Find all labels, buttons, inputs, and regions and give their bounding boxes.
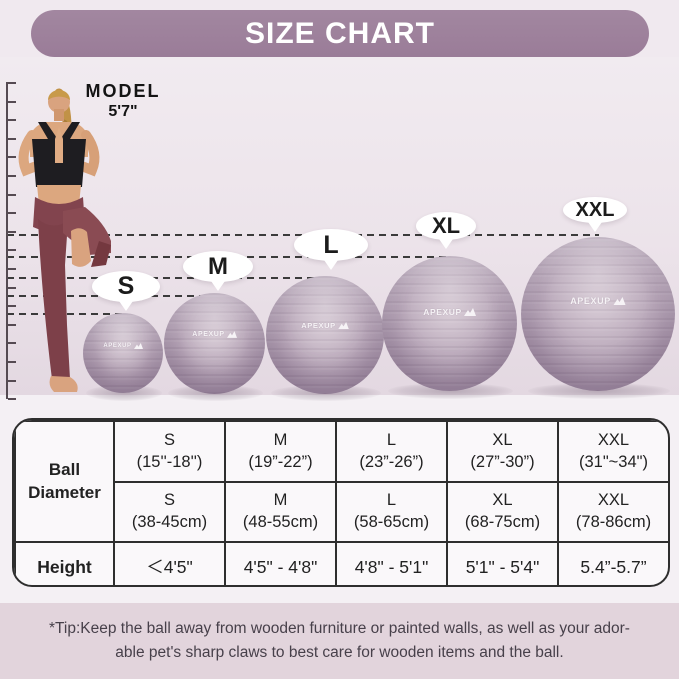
cell-diameter-cm-xxl: XXL (78-86cm) xyxy=(557,481,668,543)
brand-logo: APEXUP xyxy=(382,307,517,317)
cell-diameter-in-m: M (19”-22”) xyxy=(224,420,337,483)
size-label: XL xyxy=(431,213,461,238)
size-bubble-xl: XL xyxy=(416,212,476,249)
page-title: SIZE CHART xyxy=(245,16,435,50)
bubble-tail xyxy=(211,280,225,291)
mountain-icon xyxy=(133,343,143,350)
cell-height-xl: 5'1" - 5'4" xyxy=(446,541,559,585)
brand-name: APEXUP xyxy=(301,320,336,330)
size-label: M xyxy=(208,252,228,280)
ball-m: APEXUP xyxy=(164,293,265,394)
height-ruler xyxy=(6,82,20,401)
brand-name: APEXUP xyxy=(570,295,611,306)
row-header-ball-diameter: Ball Diameter xyxy=(14,420,115,543)
brand-logo: APEXUP xyxy=(266,321,384,330)
size-chart-banner: SIZE CHART xyxy=(31,10,649,57)
model-height-value: 5'7" xyxy=(108,103,138,120)
cell-diameter-cm-l: L (58-65cm) xyxy=(335,481,448,543)
cell-diameter-cm-xl: XL (68-75cm) xyxy=(446,481,559,543)
tip-strip: *Tip:Keep the ball away from wooden furn… xyxy=(0,603,679,679)
tip-text: *Tip:Keep the ball away from wooden furn… xyxy=(49,619,630,661)
size-table-card: Ball Diameter S (15''-18'') M (19”-22”) … xyxy=(12,418,670,587)
cell-diameter-cm-m: M (48-55cm) xyxy=(224,481,337,543)
ball-l: APEXUP xyxy=(266,276,384,394)
ball-xxl: APEXUP xyxy=(521,237,675,391)
ball-shadow xyxy=(528,383,670,399)
size-table: Ball Diameter S (15''-18'') M (19”-22”) … xyxy=(14,420,668,585)
cell-diameter-in-xxl: XXL (31"~34") xyxy=(557,420,668,483)
cell-height-m: 4'5" - 4'8" xyxy=(224,541,337,585)
ruler-rail xyxy=(6,82,8,399)
model-label-text: MODEL xyxy=(85,81,161,101)
size-bubble-l: L xyxy=(294,229,368,270)
brand-logo: APEXUP xyxy=(164,331,265,338)
model-height-label: MODEL 5'7" xyxy=(84,81,162,121)
ball-xl: APEXUP xyxy=(382,256,517,391)
cell-height-xxl: 5.4”-5.7” xyxy=(557,541,668,585)
mountain-icon xyxy=(226,331,237,339)
model-illustration xyxy=(18,88,111,392)
cell-diameter-in-xl: XL (27”-30”) xyxy=(446,420,559,483)
cell-diameter-cm-s: S (38-45cm) xyxy=(113,481,226,543)
size-bubble-xxl: XXL xyxy=(563,197,627,232)
bubble-tail xyxy=(119,300,133,311)
size-label: XXL xyxy=(575,198,615,221)
brand-name: APEXUP xyxy=(103,343,132,350)
mountain-icon xyxy=(337,321,349,329)
size-bubble-s: S xyxy=(92,271,160,311)
cell-height-s: ＜4'5" xyxy=(113,541,226,585)
brand-name: APEXUP xyxy=(192,331,225,339)
cell-diameter-in-s: S (15''-18'') xyxy=(113,420,226,483)
mountain-icon xyxy=(613,296,626,305)
brand-logo: APEXUP xyxy=(521,296,675,306)
ball-s: APEXUP xyxy=(83,313,163,393)
size-bubble-m: M xyxy=(183,251,253,291)
cell-diameter-in-l: L (23”-26”) xyxy=(335,420,448,483)
bubble-tail xyxy=(439,238,453,249)
brand-logo: APEXUP xyxy=(83,343,163,350)
ball-shadow xyxy=(388,383,513,399)
bubble-tail xyxy=(588,221,602,232)
mountain-icon xyxy=(463,308,476,317)
brand-name: APEXUP xyxy=(423,307,462,318)
row-header-height: Height xyxy=(14,541,115,585)
size-label: S xyxy=(117,272,135,300)
bubble-tail xyxy=(324,259,338,270)
reference-line-l xyxy=(7,277,328,279)
cell-height-l: 4'8" - 5'1" xyxy=(335,541,448,585)
size-label: L xyxy=(323,230,339,259)
